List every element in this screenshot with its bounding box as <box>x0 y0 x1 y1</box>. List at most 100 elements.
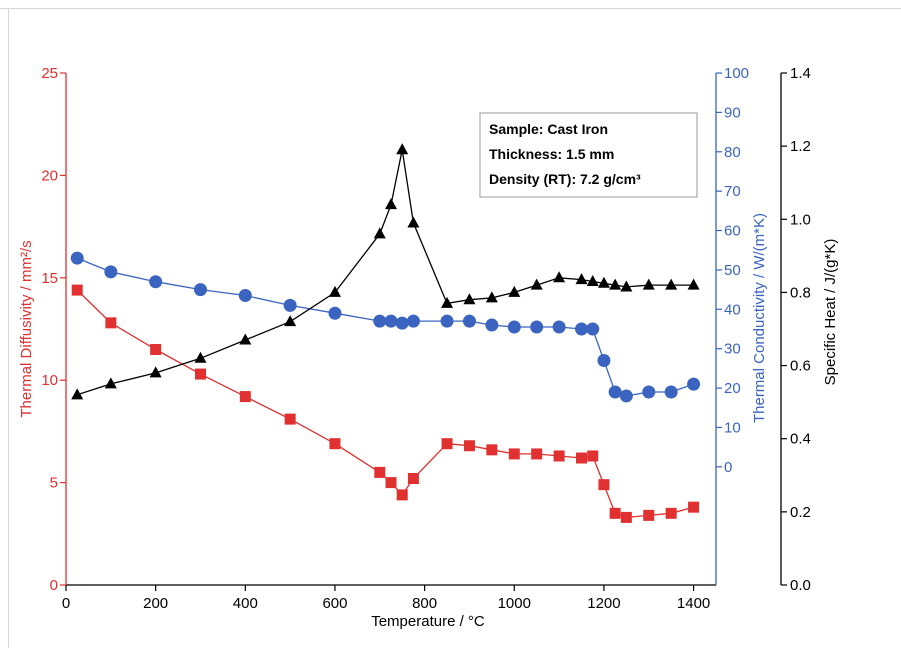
conductivity-point <box>552 320 566 334</box>
x-tick-label: 200 <box>143 595 168 612</box>
diffusivity-point <box>553 450 565 462</box>
specific_heat-point <box>597 276 610 288</box>
specific_heat-point <box>553 271 566 283</box>
diffusivity-point <box>598 479 610 491</box>
conductivity-tick-label: 20 <box>724 380 741 397</box>
specific_heat-point <box>642 278 655 290</box>
diffusivity-tick-label: 25 <box>41 65 58 82</box>
specific_heat-point <box>508 285 521 297</box>
specific_heat-point <box>328 285 341 297</box>
diffusivity-tick-label: 5 <box>50 475 58 492</box>
conductivity-point <box>373 314 387 328</box>
x-tick-label: 0 <box>62 595 70 612</box>
diffusivity-point <box>407 473 419 485</box>
specific-heat-ticks: 0.0 0.2 0.4 0.6 0.8 1.0 1.2 1.4 <box>781 65 811 594</box>
x-tick-label: 400 <box>233 595 258 612</box>
diffusivity-point <box>486 444 498 456</box>
info-sample: Sample: Cast Iron <box>489 121 608 137</box>
conductivity-tick-label: 10 <box>724 419 741 436</box>
conductivity-tick-label: 30 <box>724 341 741 358</box>
specific-heat-tick-label: 0.2 <box>790 504 811 521</box>
conductivity-point <box>597 354 611 368</box>
diffusivity-point <box>576 452 588 464</box>
diffusivity-point <box>441 438 453 450</box>
specific_heat-point <box>575 273 588 285</box>
specific_heat-point <box>586 274 599 286</box>
diffusivity-point <box>396 489 408 501</box>
conductivity-tick-label: 50 <box>724 262 741 279</box>
diffusivity-point <box>508 448 520 460</box>
conductivity-point <box>608 385 622 399</box>
diffusivity-point <box>665 507 677 519</box>
specific_heat-point <box>71 388 84 400</box>
diffusivity-point <box>194 368 206 380</box>
x-ticks: 0 200 400 600 800 1000 1200 1400 <box>62 585 710 612</box>
conductivity-point <box>193 283 207 297</box>
diffusivity-axis-title: Thermal Diffusivity / mm²/s <box>18 240 35 417</box>
specific_heat-point <box>396 143 409 155</box>
specific_heat-point <box>620 280 633 292</box>
x-tick-label: 800 <box>412 595 437 612</box>
x-tick-label: 600 <box>322 595 347 612</box>
specific-heat-axis-title: Specific Heat / J/(g*K) <box>822 239 839 386</box>
diffusivity-point <box>239 391 251 403</box>
conductivity-point <box>485 318 499 332</box>
diffusivity-tick-label: 15 <box>41 270 58 287</box>
series-layer <box>70 143 701 523</box>
conductivity-tick-label: 70 <box>724 183 741 200</box>
specific_heat-point <box>149 366 162 378</box>
info-thickness: Thickness: 1.5 mm <box>489 146 614 162</box>
conductivity-point <box>575 322 589 336</box>
conductivity-point <box>70 251 84 265</box>
conductivity-point <box>530 320 544 334</box>
specific-heat-tick-label: 0.8 <box>790 284 811 301</box>
diffusivity-point <box>71 284 83 296</box>
frame-border-left <box>8 8 9 648</box>
specific_heat-point <box>687 278 700 290</box>
specific-heat-tick-label: 1.2 <box>790 138 811 155</box>
specific_heat-point <box>373 227 386 239</box>
x-axis-title: Temperature / °C <box>371 613 485 630</box>
conductivity-point <box>664 385 678 399</box>
info-density: Density (RT): 7.2 g/cm³ <box>489 171 641 187</box>
diffusivity-tick-label: 10 <box>41 372 58 389</box>
conductivity-ticks: 0 10 20 30 40 50 60 70 80 90 100 <box>716 65 749 476</box>
conductivity-point <box>395 316 409 330</box>
x-tick-label: 1000 <box>498 595 531 612</box>
specific_heat-point <box>485 291 498 303</box>
diffusivity-tick-label: 0 <box>50 577 58 594</box>
specific_heat-point <box>194 351 207 363</box>
conductivity-point <box>328 306 342 320</box>
conductivity-point <box>406 314 420 328</box>
conductivity-point <box>238 289 252 303</box>
specific_heat-point <box>104 377 117 389</box>
conductivity-tick-label: 90 <box>724 104 741 121</box>
specific_heat-point <box>385 198 397 210</box>
conductivity-point <box>619 389 633 403</box>
specific_heat-point <box>239 333 252 345</box>
conductivity-tick-label: 0 <box>724 459 732 476</box>
specific-heat-tick-label: 1.4 <box>790 65 811 82</box>
info-box-border <box>479 112 698 198</box>
diffusivity-point <box>688 501 700 513</box>
conductivity-point <box>384 314 398 328</box>
diffusivity-point <box>385 477 397 489</box>
conductivity-point <box>687 377 701 391</box>
specific_heat-point <box>665 278 678 290</box>
specific_heat-point <box>530 278 543 290</box>
diffusivity-point <box>620 511 632 523</box>
conductivity-line <box>76 257 694 397</box>
conductivity-point <box>642 385 656 399</box>
specific-heat-tick-label: 0.0 <box>790 577 811 594</box>
info-box: Sample: Cast Iron Thickness: 1.5 mm Dens… <box>479 112 698 198</box>
conductivity-tick-label: 40 <box>724 301 741 318</box>
diffusivity-point <box>587 450 599 462</box>
conductivity-tick-label: 80 <box>724 144 741 161</box>
specific_heat-point <box>284 315 297 327</box>
x-tick-label: 1400 <box>677 595 710 612</box>
diffusivity-point <box>284 413 296 425</box>
conductivity-tick-label: 60 <box>724 223 741 240</box>
specific_heat-point <box>463 293 476 305</box>
